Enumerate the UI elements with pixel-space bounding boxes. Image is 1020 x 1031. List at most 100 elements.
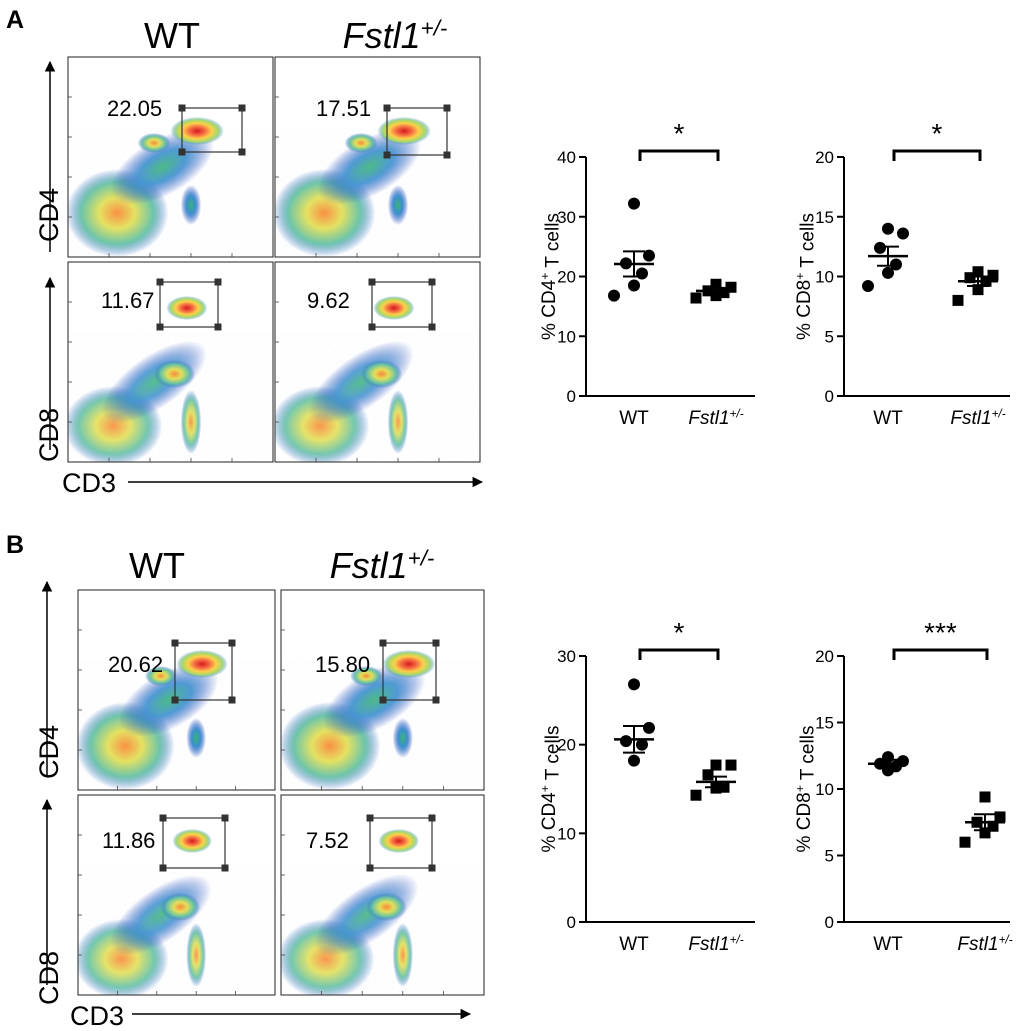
x-category-label: Fstl1+/- (688, 408, 743, 429)
flow-blob-diag (317, 129, 421, 205)
flow-blob-gated (377, 117, 431, 145)
data-point-wt (628, 754, 640, 767)
flow-blob-mid (350, 666, 383, 686)
flow-blob-gated (166, 296, 208, 320)
significance-bracket (638, 149, 720, 161)
data-point-fstl1 (972, 284, 984, 296)
gate-percent-cd8: 9.62 (307, 288, 350, 313)
flow-blob-mid (160, 893, 201, 921)
y-axis-label-suffix: T cells (797, 213, 818, 273)
y-tick-label: 20 (557, 268, 576, 287)
y-tick-label: 15 (815, 714, 834, 733)
flow-density-1-2 (78, 795, 275, 995)
gate-percent-cd4: 22.05 (107, 96, 162, 121)
data-point-fstl1 (690, 292, 702, 304)
gate-handle (368, 323, 376, 331)
gate-percent-cd8: 7.52 (306, 828, 349, 853)
data-point-fstl1 (987, 820, 999, 832)
data-point-wt (608, 289, 620, 302)
y-tick-label: 0 (567, 387, 576, 406)
gate-box-cd8-0 (159, 281, 219, 328)
gate-handle (171, 639, 179, 647)
flow-density-0-2 (68, 262, 273, 462)
y-tick-label: 20 (557, 736, 576, 755)
data-point-wt (636, 267, 648, 280)
flow-frame-1-1 (280, 589, 485, 791)
data-point-fstl1 (725, 281, 737, 293)
data-point-wt (628, 279, 640, 292)
significance-label: * (674, 118, 685, 149)
data-point-wt (628, 678, 640, 691)
x-category-label: WT (619, 408, 649, 429)
flow-density-1-0 (78, 590, 275, 790)
y-axis-label: % CD4+ T cells (538, 213, 564, 340)
data-point-wt (874, 241, 886, 254)
significance-bracket (892, 648, 989, 660)
y-tick-label: 10 (815, 268, 834, 287)
flow-blob-mid (137, 133, 171, 153)
genotype-title-wt-main: WT (144, 15, 200, 56)
gate-handle (443, 104, 451, 112)
flow-blob-dn (392, 718, 413, 758)
gate-handle (156, 278, 164, 286)
gate-handle (156, 323, 164, 331)
gate-handle (178, 104, 186, 112)
flow-group-0: WT Fstl1+/- CD4 CD8 CD3 22.05 17.51 11.67 9.62 (34, 15, 484, 498)
data-point-fstl1 (710, 278, 722, 290)
gate-handle (214, 278, 222, 286)
dot-chart-2: 0 10 20 30 % CD4+ T cells WT Fstl1+/- * (538, 617, 755, 955)
flow-blob-dn (392, 923, 413, 987)
data-point-fstl1 (690, 789, 702, 801)
data-point-wt (643, 721, 655, 734)
y-tick-label: 30 (557, 647, 576, 666)
y-tick-label: 10 (815, 780, 834, 799)
data-point-fstl1 (964, 272, 976, 284)
genotype-title-wt: WT (144, 15, 200, 56)
axis-label-cd3: CD3 (70, 1001, 124, 1031)
gate-percent-cd4: 20.62 (108, 652, 163, 677)
x-category-label-main: Fstl1 (688, 934, 729, 955)
axis-label-cd4: CD4 (34, 725, 64, 779)
flow-blob-diag (110, 129, 214, 205)
gate-handle (432, 696, 440, 704)
y-axis-label-sup: + (793, 273, 807, 280)
gate-handle (366, 864, 374, 872)
flow-blob-mid (144, 666, 177, 686)
axis-label-cd4: CD4 (34, 188, 64, 242)
x-category-label: WT (873, 408, 903, 429)
y-axis-label-prefix: % CD4 (539, 792, 560, 853)
data-point-fstl1 (979, 827, 991, 839)
dot-chart-0: 0 10 20 30 40 % CD4+ T cells WT Fstl1+/- * (538, 118, 755, 429)
flow-blob-dn (387, 185, 409, 225)
flow-blob-diag (323, 662, 426, 738)
x-category-label-main: WT (619, 934, 649, 955)
gate-handle (238, 104, 246, 112)
gate-box-cd4-1 (386, 107, 448, 156)
gate-percent-cd8: 11.67 (101, 288, 154, 313)
flow-blob-mid (361, 360, 403, 388)
flow-blob-gated (172, 829, 212, 853)
panel-letter-b: B (6, 531, 24, 559)
genotype-title-fstl1-sup: +/- (421, 16, 448, 41)
flow-frame-0-2 (67, 261, 274, 463)
dot-chart-1: 0 5 10 15 20 % CD8+ T cells WT Fstl1+/- * (793, 118, 1010, 429)
flow-blob-diag (118, 663, 219, 737)
y-axis-label: % CD8+ T cells (793, 726, 819, 853)
panel-b: B (6, 531, 24, 559)
gate-percent-cd4: 17.51 (316, 96, 371, 121)
flow-frame-0-3 (274, 261, 481, 463)
y-axis-label-prefix: % CD8 (794, 280, 815, 340)
data-point-fstl1 (987, 269, 999, 281)
flow-blob-gated (378, 829, 420, 853)
gate-handle (214, 323, 222, 331)
data-point-wt (628, 197, 640, 210)
flow-frame-1-2 (77, 794, 276, 996)
axis-label-cd8: CD8 (34, 408, 64, 462)
y-tick-label: 20 (815, 647, 834, 666)
flow-frame-0-0 (67, 56, 274, 258)
genotype-title-wt-main: WT (129, 545, 185, 586)
y-tick-label: 5 (825, 847, 834, 866)
